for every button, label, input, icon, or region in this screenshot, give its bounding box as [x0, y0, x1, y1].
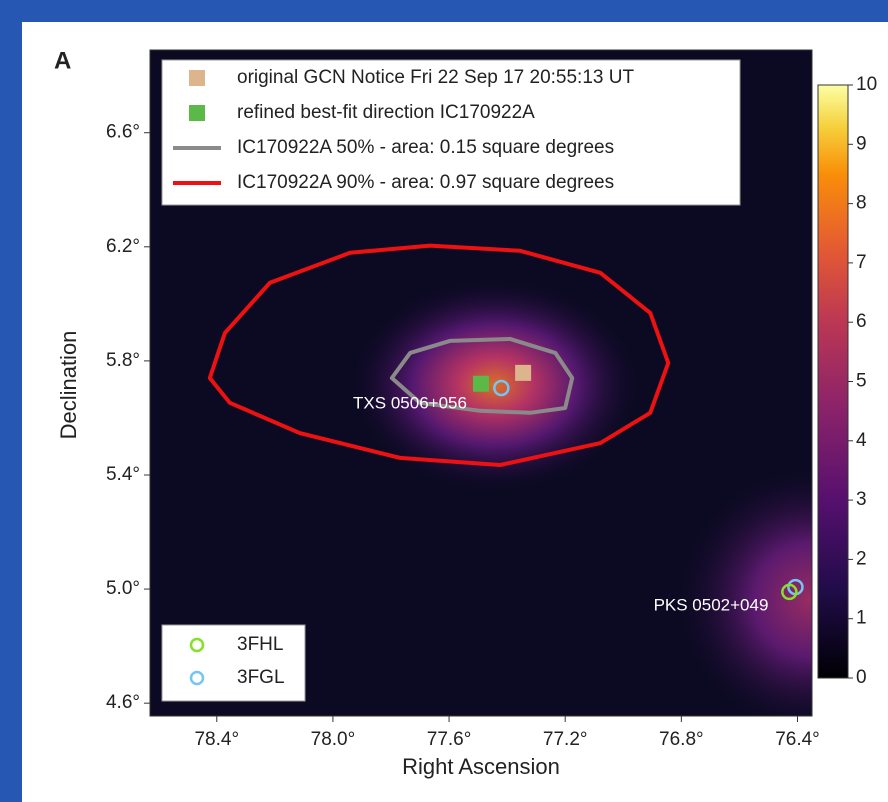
colorbar-tick-label: 10: [856, 74, 877, 95]
legend: [162, 625, 305, 701]
legend-label: IC170922A 50% - area: 0.15 square degree…: [237, 137, 614, 158]
colorbar: [818, 85, 848, 678]
colorbar-tick-label: 0: [856, 667, 867, 688]
y-tick-label: 5.0°: [106, 578, 140, 599]
colorbar-tick-label: 9: [856, 133, 867, 154]
marker-square: [515, 365, 531, 381]
colorbar-tick-label: 5: [856, 371, 867, 392]
x-tick-label: 78.0°: [311, 729, 356, 750]
legend-label: IC170922A 90% - area: 0.97 square degree…: [237, 172, 614, 193]
marker-square: [473, 376, 489, 392]
y-tick-label: 5.4°: [106, 464, 140, 485]
y-tick-label: 6.6°: [106, 122, 140, 143]
colorbar-tick-label: 7: [856, 252, 867, 273]
panel-label: A: [54, 47, 71, 74]
y-tick-label: 6.2°: [106, 236, 140, 257]
legend-label: 3FHL: [237, 634, 283, 655]
annotation: TXS 0506+056: [353, 393, 467, 412]
legend-label: original GCN Notice Fri 22 Sep 17 20:55:…: [237, 67, 634, 88]
colorbar-tick-label: 4: [856, 430, 867, 451]
legend-label: 3FGL: [237, 667, 285, 688]
colorbar-tick-label: 6: [856, 311, 867, 332]
colorbar-tick-label: 8: [856, 193, 867, 214]
colorbar-tick-label: 1: [856, 608, 867, 629]
legend-swatch: [189, 70, 205, 86]
annotation: PKS 0502+049: [654, 595, 769, 614]
x-axis-label: Right Ascension: [402, 754, 560, 779]
y-tick-label: 5.8°: [106, 350, 140, 371]
colorbar-tick-label: 3: [856, 489, 867, 510]
page: A Right Ascension Declination 78.4° 78.0°…: [0, 0, 888, 802]
x-tick-label: 76.8°: [659, 729, 704, 750]
x-tick-label: 77.6°: [427, 729, 472, 750]
y-axis-label: Declination: [56, 331, 81, 440]
legend-swatch: [189, 105, 205, 121]
chart: A Right Ascension Declination 78.4° 78.0°…: [0, 0, 888, 802]
colorbar-tick-label: 2: [856, 548, 867, 569]
x-tick-label: 78.4°: [194, 729, 239, 750]
x-tick-label: 77.2°: [543, 729, 588, 750]
y-tick-label: 4.6°: [106, 692, 140, 713]
legend-label: refined best-fit direction IC170922A: [237, 102, 535, 123]
x-tick-label: 76.4°: [775, 729, 820, 750]
